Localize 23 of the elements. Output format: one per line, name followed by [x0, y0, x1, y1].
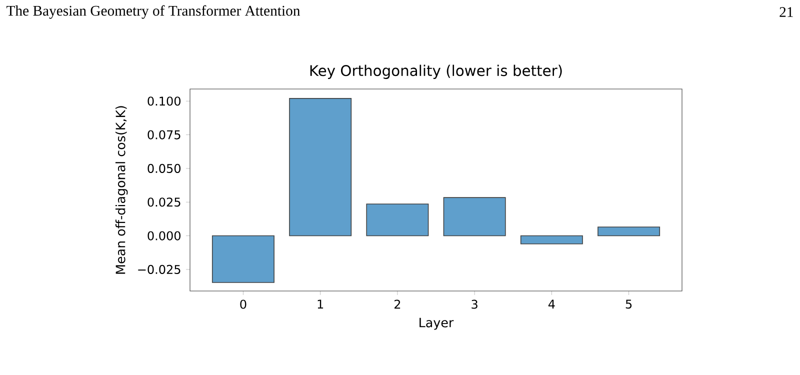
- bar: [212, 235, 274, 283]
- text: 21: [780, 7, 793, 17]
- x-tick-label: 2: [394, 300, 400, 309]
- x-axis-title: Layer: [420, 318, 454, 330]
- y-tick-label: 0.025: [148, 198, 180, 207]
- x-tick-label: 5: [626, 300, 632, 309]
- y-tick-label: 0.075: [148, 130, 180, 140]
- y-tick-label: 0.000: [148, 231, 180, 240]
- bar: [289, 98, 352, 236]
- y-tick-label: −0.025: [138, 264, 180, 274]
- bar: [366, 204, 429, 236]
- chart-title: Key Orthogonality (lower is better): [310, 64, 562, 79]
- bar: [520, 235, 583, 244]
- x-tick-label: 3: [472, 300, 478, 309]
- bar: [443, 197, 506, 236]
- y-tick-label: 0.100: [148, 96, 180, 106]
- text: The Bayesian Geometry of Transformer Attention: [6, 5, 300, 19]
- x-tick-label: 0: [240, 300, 246, 309]
- x-tick-label: 4: [548, 300, 555, 308]
- x-tick-label: 1: [318, 300, 324, 308]
- y-tick-label: 0.050: [148, 164, 180, 173]
- y-axis-title: Mean off-diagonal cos(K,K): [115, 106, 128, 274]
- bar: [598, 226, 660, 236]
